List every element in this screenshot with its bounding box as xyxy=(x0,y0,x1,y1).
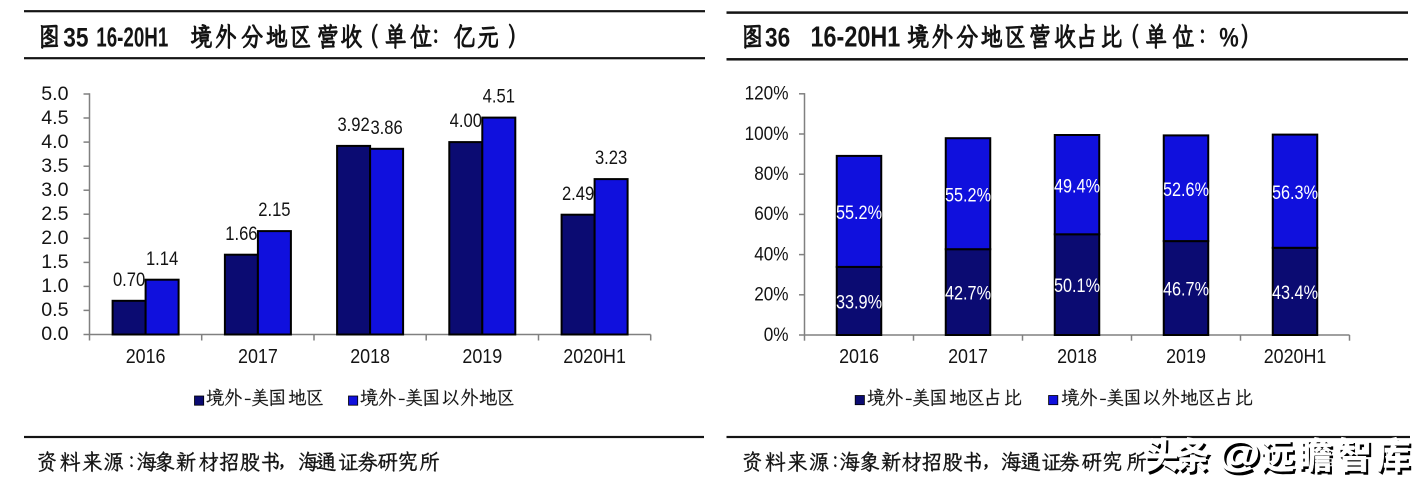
svg-text:2019: 2019 xyxy=(1166,346,1206,368)
svg-text:55.2%: 55.2% xyxy=(836,203,882,224)
svg-text:3.5: 3.5 xyxy=(41,155,68,177)
svg-text:1.14: 1.14 xyxy=(146,249,179,270)
svg-text:0%: 0% xyxy=(764,324,789,346)
svg-text:2018: 2018 xyxy=(1057,346,1097,368)
svg-text:3.92: 3.92 xyxy=(337,115,369,136)
svg-text:2018: 2018 xyxy=(350,346,390,368)
svg-text:2.5: 2.5 xyxy=(41,203,68,225)
svg-text:120%: 120% xyxy=(745,83,789,105)
svg-text:2.49: 2.49 xyxy=(562,184,594,205)
svg-text:1.0: 1.0 xyxy=(41,275,68,297)
svg-text:3.0: 3.0 xyxy=(41,179,68,201)
svg-text:4.51: 4.51 xyxy=(483,87,515,108)
svg-text:0.5: 0.5 xyxy=(41,299,68,321)
svg-text:2020H1: 2020H1 xyxy=(1264,346,1327,368)
svg-text:80%: 80% xyxy=(754,163,788,185)
svg-text:2019: 2019 xyxy=(462,346,502,368)
svg-text:2.0: 2.0 xyxy=(41,227,68,249)
svg-text:100%: 100% xyxy=(745,123,789,145)
svg-text:43.4%: 43.4% xyxy=(1272,283,1318,304)
svg-text:3.23: 3.23 xyxy=(595,148,627,169)
svg-text:55.2%: 55.2% xyxy=(945,185,991,206)
svg-text:33.9%: 33.9% xyxy=(836,293,882,314)
svg-text:1.66: 1.66 xyxy=(225,224,257,245)
svg-text:56.3%: 56.3% xyxy=(1272,183,1318,204)
svg-text:2017: 2017 xyxy=(948,346,988,368)
svg-text:5.0: 5.0 xyxy=(41,83,68,105)
svg-text:4.5: 4.5 xyxy=(41,107,68,129)
svg-text:52.6%: 52.6% xyxy=(1163,180,1209,201)
svg-text:2016: 2016 xyxy=(126,346,166,368)
svg-text:1.5: 1.5 xyxy=(41,251,68,273)
svg-text:46.7%: 46.7% xyxy=(1163,280,1209,301)
svg-text:2.15: 2.15 xyxy=(258,200,290,221)
svg-text:0.70: 0.70 xyxy=(113,270,145,291)
svg-text:35: 35 xyxy=(63,22,88,52)
svg-text:42.7%: 42.7% xyxy=(945,284,991,305)
svg-text:0.0: 0.0 xyxy=(41,323,68,345)
svg-text:%: % xyxy=(1219,22,1239,52)
svg-text:4.0: 4.0 xyxy=(41,131,68,153)
svg-text:3.86: 3.86 xyxy=(370,118,402,139)
svg-text:36: 36 xyxy=(765,22,790,52)
svg-text:60%: 60% xyxy=(754,203,788,225)
svg-text:40%: 40% xyxy=(754,243,788,265)
svg-text:49.4%: 49.4% xyxy=(1054,176,1100,197)
svg-text:16-20H1: 16-20H1 xyxy=(811,21,901,53)
svg-text:2017: 2017 xyxy=(238,346,278,368)
svg-text:4.00: 4.00 xyxy=(450,111,482,132)
svg-text:20%: 20% xyxy=(754,284,788,306)
svg-text:50.1%: 50.1% xyxy=(1054,276,1100,297)
svg-text:2020H1: 2020H1 xyxy=(563,346,626,368)
svg-text:2016: 2016 xyxy=(839,346,879,368)
svg-text:16-20H1: 16-20H1 xyxy=(96,21,168,52)
